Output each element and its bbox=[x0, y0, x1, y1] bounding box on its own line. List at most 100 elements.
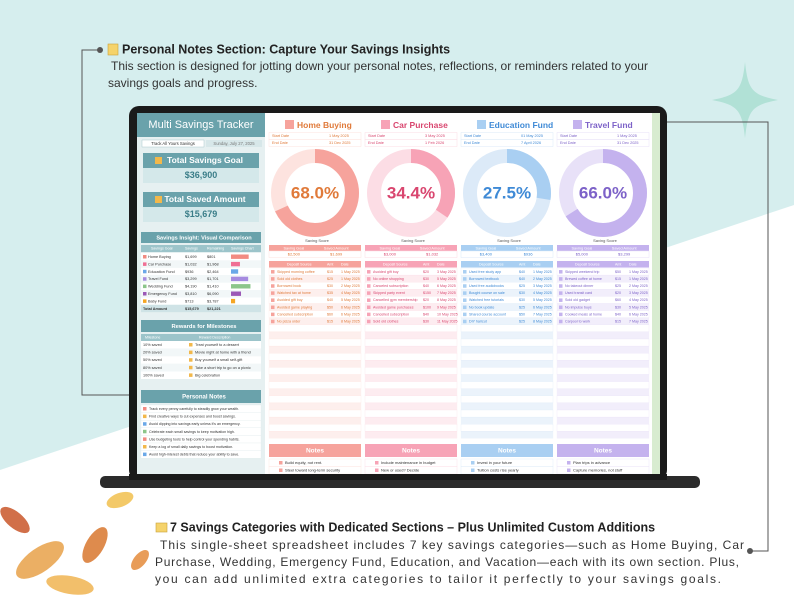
donut-arc bbox=[271, 149, 359, 237]
reward-icon bbox=[189, 373, 193, 377]
table-cell: Avoided game purchases bbox=[373, 305, 414, 309]
reward: Big celebration bbox=[195, 373, 220, 377]
category-icon bbox=[143, 255, 147, 259]
table-cell: 1 May 2025 bbox=[341, 277, 360, 281]
note-icon bbox=[471, 461, 475, 465]
note-icon bbox=[375, 468, 379, 472]
table-cell: No book update bbox=[469, 305, 494, 309]
table-row bbox=[460, 331, 554, 340]
note-icon bbox=[471, 468, 475, 472]
insight-remaining: $2,464 bbox=[207, 270, 219, 274]
table-cell: Used free audiobooks bbox=[469, 284, 504, 288]
donut-label: 27.5% bbox=[483, 183, 531, 202]
notes-header bbox=[269, 444, 361, 457]
saved-value: $3,299 bbox=[618, 252, 631, 257]
category-icon bbox=[381, 120, 390, 129]
table-cell: Cooked meals at home bbox=[565, 312, 602, 316]
table-row bbox=[268, 324, 362, 333]
table-cell: $50 bbox=[327, 305, 333, 309]
table-cell: 2 May 2025 bbox=[629, 284, 648, 288]
rewards-column: Reward Description bbox=[199, 336, 230, 340]
callout-dot bbox=[747, 548, 753, 554]
note-icon bbox=[567, 468, 571, 472]
callout-text: This section is designed for jotting dow… bbox=[111, 59, 648, 73]
goal-label: Saving Goal bbox=[475, 246, 496, 250]
note-item: Celebrate each small savings to keep mot… bbox=[149, 430, 235, 434]
table-cell: $35 bbox=[327, 291, 333, 295]
date-label: Start Date bbox=[560, 134, 577, 138]
notes-header bbox=[557, 444, 649, 457]
sidebar-title: Multi Savings Tracker bbox=[148, 119, 253, 131]
track-button-label[interactable]: Track All Yours Savings bbox=[151, 141, 195, 146]
note-icon bbox=[143, 452, 147, 457]
table-cell: No pizza order bbox=[277, 320, 301, 324]
table-row bbox=[556, 381, 650, 389]
table-column: Date bbox=[341, 262, 349, 266]
table-cell: 3 May 2025 bbox=[437, 270, 456, 274]
notes-header bbox=[141, 390, 261, 403]
table-cell: 9 May 2025 bbox=[437, 305, 456, 309]
table-cell: Avoided gift buy bbox=[277, 298, 303, 302]
table-cell: $30 bbox=[423, 320, 429, 324]
date-row bbox=[268, 139, 362, 147]
table-row bbox=[556, 409, 650, 418]
table-row bbox=[556, 402, 650, 411]
note-item: Include maintenance in budget bbox=[381, 460, 436, 465]
table-row bbox=[460, 353, 554, 361]
sidebar-title-bar bbox=[137, 113, 265, 137]
date-label: End Date bbox=[464, 141, 480, 145]
next-category-strip bbox=[652, 113, 660, 474]
table-cell: 6 May 2025 bbox=[629, 312, 648, 316]
insight-row bbox=[141, 253, 261, 261]
table-row bbox=[556, 345, 650, 354]
row-icon bbox=[271, 319, 275, 324]
insight-remaining: $3,787 bbox=[207, 299, 219, 303]
table-row bbox=[364, 381, 458, 389]
table-row bbox=[364, 331, 458, 340]
notes-header bbox=[461, 444, 553, 457]
note-item: Tuition costs rise yearly bbox=[477, 468, 519, 473]
track-button[interactable] bbox=[141, 139, 205, 148]
insight-bar bbox=[231, 284, 251, 289]
table-cell: Skipped weekend trip bbox=[565, 270, 599, 274]
insight-total-remaining: $21,221 bbox=[207, 307, 221, 311]
table-cell: $15 bbox=[615, 320, 621, 324]
insight-name: Emergency Fund bbox=[148, 292, 177, 296]
table-cell: $100 bbox=[423, 305, 431, 309]
table-cell: 3 May 2025 bbox=[533, 284, 552, 288]
category-icon bbox=[143, 284, 147, 289]
row-icon bbox=[559, 277, 563, 281]
insight-row bbox=[141, 267, 261, 276]
insight-name: Education Fund bbox=[148, 270, 175, 274]
folder-icon bbox=[155, 522, 168, 533]
category-name: Home Buying bbox=[297, 120, 352, 130]
table-cell: 7 May 2025 bbox=[533, 312, 552, 316]
row-icon bbox=[463, 312, 467, 317]
table-cell: Canceled subscription bbox=[373, 284, 408, 288]
row-icon bbox=[367, 312, 371, 317]
row-icon bbox=[367, 284, 371, 288]
table-cell: 1 May 2025 bbox=[341, 270, 360, 274]
date-row bbox=[364, 139, 458, 147]
notes-title: Personal Notes bbox=[182, 394, 226, 400]
insight-row bbox=[141, 282, 261, 290]
insight-bar bbox=[231, 298, 236, 304]
table-cell: Cancelled subscription bbox=[277, 312, 313, 316]
table-cell: 5 May 2025 bbox=[629, 305, 648, 309]
insight-remaining: $6,090 bbox=[207, 292, 219, 296]
table-row bbox=[268, 360, 362, 368]
insight-column: Savings Goal bbox=[151, 247, 173, 251]
table-cell: 2 May 2025 bbox=[341, 284, 360, 288]
table-row bbox=[364, 409, 458, 418]
table-cell: Carpool to work bbox=[565, 320, 590, 324]
table-column: Amt bbox=[519, 262, 525, 266]
date: Sunday, July 27, 2025 bbox=[213, 141, 255, 146]
note-icon bbox=[279, 468, 283, 472]
table-row bbox=[268, 331, 362, 340]
table-row bbox=[268, 374, 362, 382]
category-icon bbox=[285, 120, 294, 129]
table-row bbox=[268, 381, 362, 389]
table-cell: No impulse buys bbox=[565, 305, 592, 309]
table-column: Amt bbox=[327, 262, 333, 266]
goal-value-row bbox=[460, 250, 554, 258]
